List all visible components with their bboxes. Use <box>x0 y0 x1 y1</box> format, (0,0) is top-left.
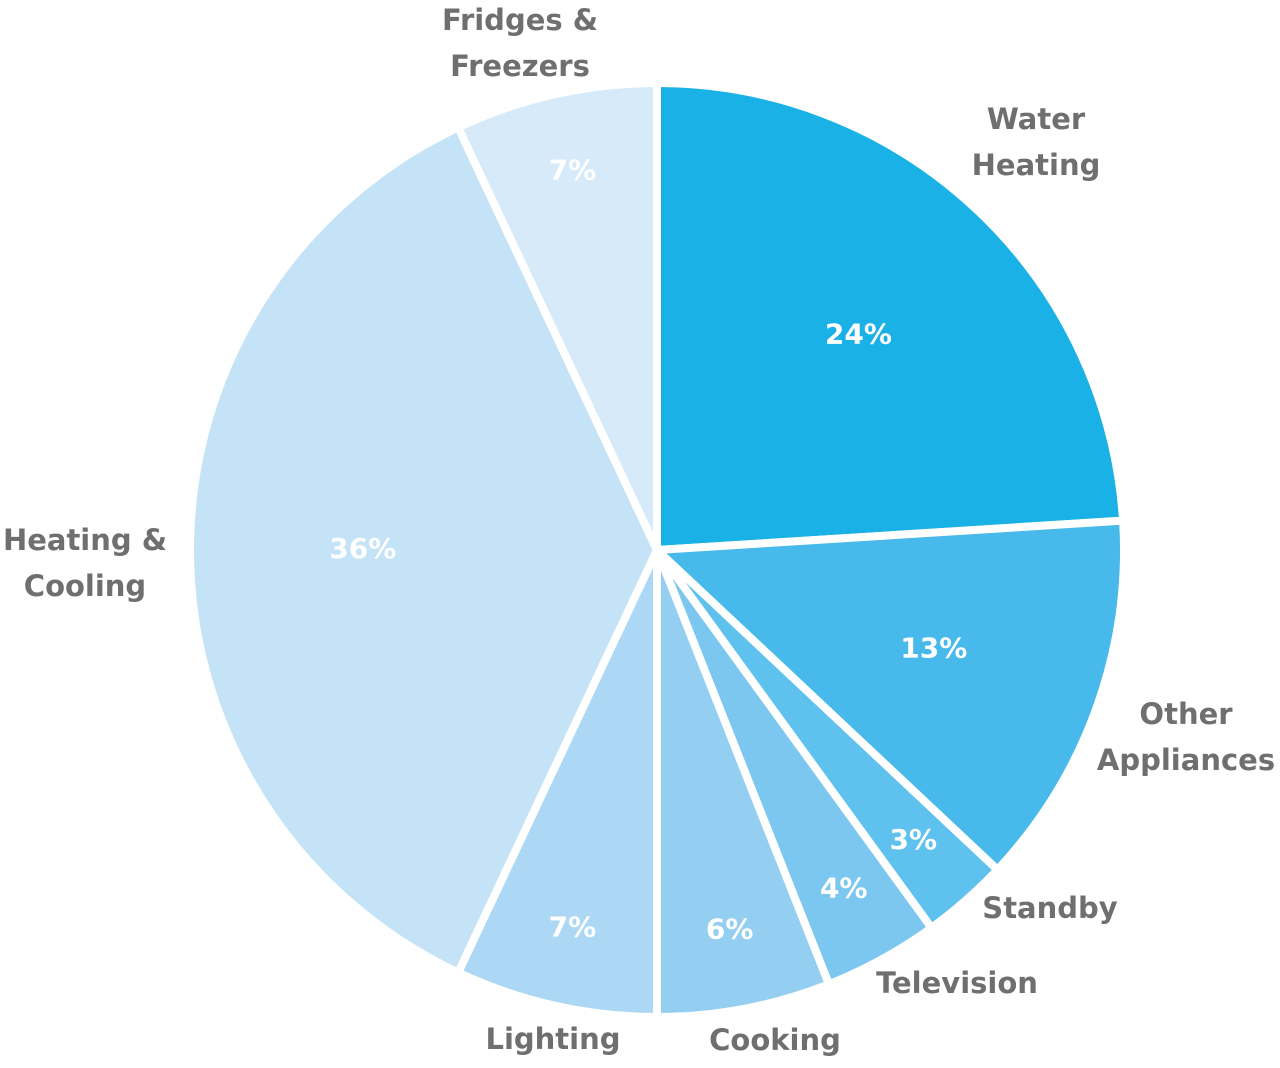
category-label: Lighting <box>485 1022 621 1056</box>
value-label: 7% <box>549 910 597 943</box>
value-label: 36% <box>329 532 396 565</box>
pie-slice <box>653 546 833 1021</box>
value-label: 3% <box>890 823 938 856</box>
pie-slice <box>653 516 1128 874</box>
category-label: Water Heating <box>971 102 1101 182</box>
category-label: Standby <box>982 891 1118 925</box>
pie-slice <box>454 546 661 1021</box>
value-label: 13% <box>900 632 967 665</box>
value-label: 4% <box>820 872 868 905</box>
category-label: Cooking <box>709 1023 841 1057</box>
value-label: 6% <box>706 913 754 946</box>
pie-slice <box>454 79 661 554</box>
category-label: Television <box>876 966 1038 1000</box>
pie-slice <box>186 123 661 977</box>
category-label: Other Appliances <box>1096 697 1276 777</box>
category-label: Fridges & Freezers <box>441 3 599 83</box>
value-label: 7% <box>549 154 597 187</box>
category-label: Heating & Cooling <box>2 523 168 603</box>
value-label: 24% <box>825 318 892 351</box>
pie-slice <box>653 79 1128 554</box>
